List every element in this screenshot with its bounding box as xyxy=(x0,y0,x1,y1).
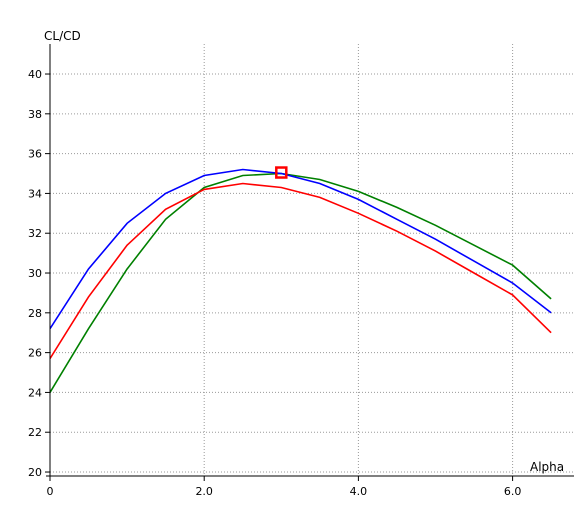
x-axis-title: Alpha xyxy=(530,460,564,474)
series-line xyxy=(50,172,552,393)
x-tick-label: 0 xyxy=(47,485,54,498)
x-tick-label: 2.0 xyxy=(195,485,213,498)
y-tick-label: 30 xyxy=(28,267,42,280)
tick-layer: 20 22 24 26 28 30 32 34 36 38 40 0 2.0 4.0 6.0 xyxy=(28,68,521,498)
series-line xyxy=(50,182,552,360)
y-tick-label: 34 xyxy=(28,187,42,200)
y-tick-label: 22 xyxy=(28,426,42,439)
y-tick-label: 36 xyxy=(28,148,42,161)
y-tick-label: 28 xyxy=(28,307,42,320)
x-tick-label: 6.0 xyxy=(504,485,522,498)
y-tick-label: 40 xyxy=(28,68,42,81)
series-layer xyxy=(50,168,552,393)
x-tick-label: 4.0 xyxy=(350,485,368,498)
y-tick-label: 32 xyxy=(28,227,42,240)
y-tick-label: 26 xyxy=(28,347,42,360)
y-tick-label: 38 xyxy=(28,108,42,121)
grid-layer xyxy=(50,44,574,476)
marker-layer[interactable] xyxy=(275,166,288,179)
y-tick-label: 20 xyxy=(28,466,42,479)
axes-layer xyxy=(46,44,574,480)
selected-point-marker[interactable] xyxy=(275,166,288,179)
series-line xyxy=(50,168,552,330)
y-axis-title: CL/CD xyxy=(44,29,81,43)
y-tick-label: 24 xyxy=(28,386,42,399)
